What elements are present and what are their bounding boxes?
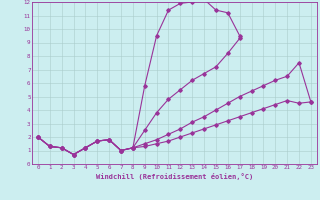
X-axis label: Windchill (Refroidissement éolien,°C): Windchill (Refroidissement éolien,°C) <box>96 173 253 180</box>
